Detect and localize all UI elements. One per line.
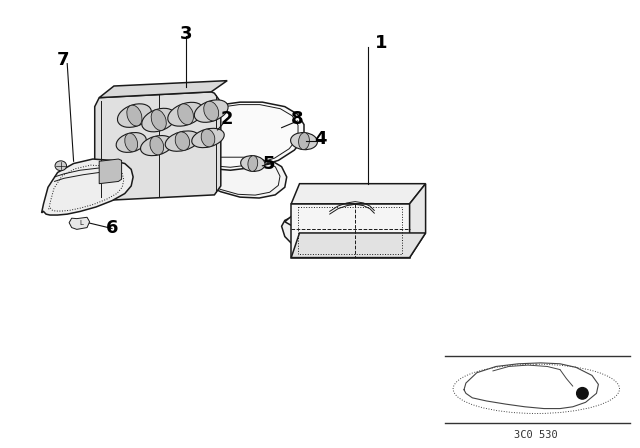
Polygon shape bbox=[410, 184, 426, 258]
Ellipse shape bbox=[299, 133, 309, 150]
Ellipse shape bbox=[248, 156, 258, 171]
Text: 7: 7 bbox=[56, 52, 69, 69]
Ellipse shape bbox=[204, 101, 219, 121]
Ellipse shape bbox=[151, 110, 166, 130]
Text: 3C0 530: 3C0 530 bbox=[515, 430, 558, 440]
Text: 2: 2 bbox=[221, 110, 234, 128]
Text: 8: 8 bbox=[291, 110, 304, 128]
Ellipse shape bbox=[127, 105, 142, 126]
Ellipse shape bbox=[165, 131, 200, 151]
Polygon shape bbox=[291, 204, 410, 258]
Polygon shape bbox=[291, 233, 426, 258]
Text: 5: 5 bbox=[262, 155, 275, 172]
Ellipse shape bbox=[201, 129, 215, 147]
Ellipse shape bbox=[195, 100, 228, 122]
Ellipse shape bbox=[291, 133, 317, 150]
Ellipse shape bbox=[141, 136, 173, 155]
Polygon shape bbox=[42, 159, 133, 215]
Ellipse shape bbox=[192, 128, 224, 148]
Ellipse shape bbox=[168, 102, 204, 126]
Ellipse shape bbox=[150, 136, 164, 155]
Text: L: L bbox=[79, 220, 83, 226]
Ellipse shape bbox=[118, 104, 151, 127]
Polygon shape bbox=[163, 102, 304, 170]
Ellipse shape bbox=[55, 161, 67, 171]
Polygon shape bbox=[99, 159, 122, 184]
Polygon shape bbox=[95, 92, 221, 201]
Polygon shape bbox=[291, 184, 426, 204]
Text: 1: 1 bbox=[374, 34, 387, 52]
Circle shape bbox=[577, 388, 588, 399]
Ellipse shape bbox=[175, 132, 189, 151]
Ellipse shape bbox=[116, 133, 146, 152]
Ellipse shape bbox=[125, 133, 138, 152]
Polygon shape bbox=[99, 81, 227, 98]
Ellipse shape bbox=[241, 155, 265, 172]
Polygon shape bbox=[282, 196, 413, 256]
Polygon shape bbox=[69, 217, 90, 229]
Text: 4: 4 bbox=[314, 130, 326, 148]
Ellipse shape bbox=[142, 108, 175, 132]
Polygon shape bbox=[163, 151, 287, 198]
Text: 6: 6 bbox=[106, 220, 118, 237]
Text: 3: 3 bbox=[179, 25, 192, 43]
Polygon shape bbox=[285, 195, 396, 241]
Ellipse shape bbox=[178, 104, 193, 125]
